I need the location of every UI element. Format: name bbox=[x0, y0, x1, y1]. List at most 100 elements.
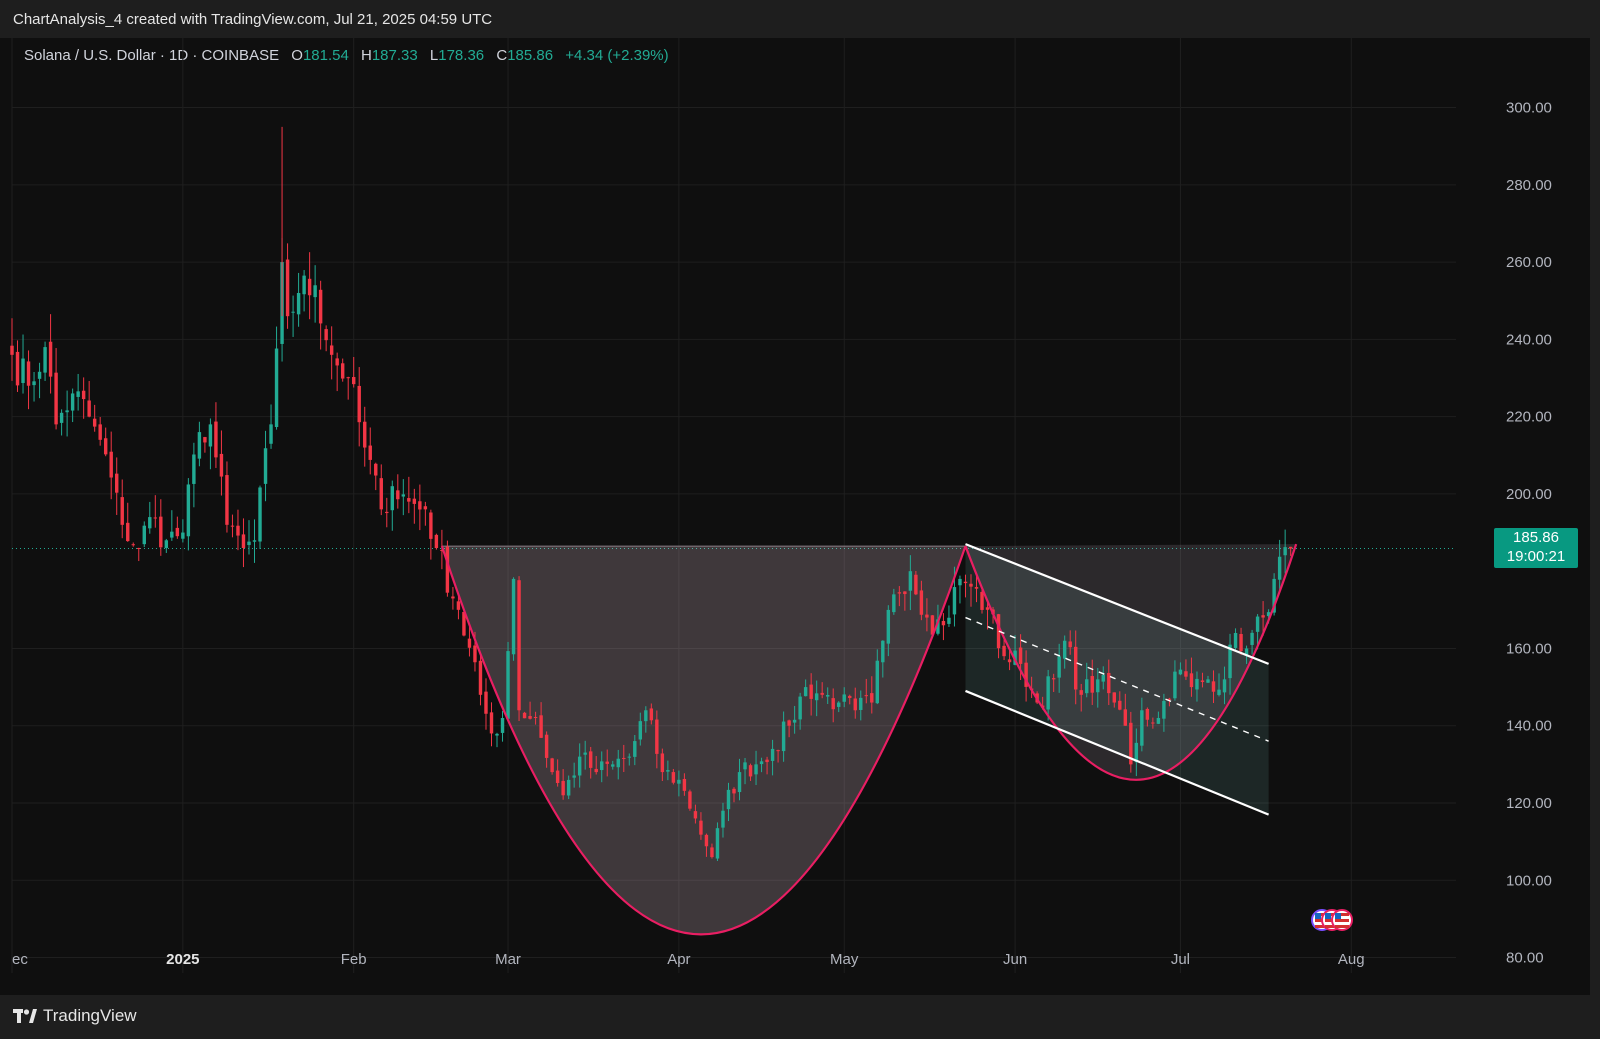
candle bbox=[787, 719, 791, 738]
candle bbox=[65, 390, 69, 437]
candle bbox=[32, 371, 36, 402]
candle bbox=[930, 615, 935, 637]
candle-body bbox=[54, 372, 58, 425]
candle-body bbox=[870, 693, 874, 703]
candle bbox=[1062, 635, 1067, 669]
candle bbox=[671, 768, 676, 785]
candle-body bbox=[985, 607, 990, 610]
candle bbox=[324, 325, 328, 352]
candle-body bbox=[710, 847, 714, 858]
candle-body bbox=[1101, 674, 1105, 682]
tradingview-brand[interactable]: TradingView bbox=[13, 1006, 137, 1026]
candle-body bbox=[65, 410, 69, 413]
candle bbox=[809, 673, 813, 716]
candle-body bbox=[842, 694, 846, 702]
right-edge bbox=[1590, 38, 1600, 995]
candle-body bbox=[192, 454, 196, 484]
event-flags[interactable] bbox=[1311, 909, 1353, 931]
candle-body bbox=[1162, 700, 1166, 719]
candle bbox=[611, 760, 615, 770]
candle bbox=[1118, 691, 1122, 711]
flag-stripe bbox=[1315, 913, 1329, 916]
candle-body bbox=[919, 590, 924, 615]
price-tick-label: 160.00 bbox=[1506, 640, 1552, 657]
candle bbox=[489, 702, 494, 747]
candle-body bbox=[925, 614, 929, 618]
candle-body bbox=[1189, 673, 1194, 688]
candle bbox=[1200, 672, 1205, 688]
candle bbox=[170, 510, 174, 541]
candle bbox=[1277, 539, 1282, 593]
candle bbox=[974, 575, 979, 603]
candle bbox=[903, 591, 907, 611]
candle bbox=[886, 605, 891, 657]
candlesticks bbox=[10, 126, 1293, 861]
candle bbox=[296, 272, 301, 327]
candle bbox=[43, 341, 47, 381]
candle-body bbox=[329, 345, 334, 355]
candle-body bbox=[511, 578, 516, 655]
candle bbox=[511, 577, 516, 661]
candle-body bbox=[374, 463, 378, 476]
candle-body bbox=[500, 718, 505, 733]
candle bbox=[732, 787, 736, 803]
candle-body bbox=[787, 720, 791, 726]
symbol-legend: Solana / U.S. Dollar · 1D · COINBASE O18… bbox=[24, 47, 669, 64]
candle bbox=[142, 521, 146, 548]
candle bbox=[54, 348, 58, 430]
candle-body bbox=[1288, 546, 1293, 549]
open-label: O bbox=[291, 47, 303, 64]
price-axis[interactable]: 300.00 280.00 260.00 240.00 220.00 200.00 160.… bbox=[1506, 100, 1552, 967]
candle bbox=[1167, 697, 1172, 707]
candle bbox=[544, 731, 549, 768]
candle bbox=[153, 495, 158, 528]
candle-body bbox=[1145, 708, 1150, 720]
candle-body bbox=[666, 770, 670, 772]
candle bbox=[274, 326, 279, 430]
candle bbox=[754, 750, 758, 786]
candle-body bbox=[825, 695, 830, 697]
candle-body bbox=[324, 329, 328, 341]
candle bbox=[688, 789, 692, 811]
candle-body bbox=[1283, 547, 1287, 556]
price-chart[interactable]: 300.00 280.00 260.00 240.00 220.00 200.00 160.… bbox=[0, 38, 1600, 995]
candle-body bbox=[407, 498, 411, 502]
candle-body bbox=[600, 761, 604, 771]
candle bbox=[258, 485, 262, 549]
candle bbox=[1162, 693, 1166, 732]
candle bbox=[848, 694, 852, 705]
candle-body bbox=[831, 698, 835, 710]
candle bbox=[594, 756, 598, 775]
candle bbox=[638, 712, 643, 746]
candle bbox=[230, 514, 235, 538]
candle bbox=[1206, 675, 1210, 683]
candle bbox=[644, 706, 648, 733]
candle bbox=[980, 588, 984, 614]
candle-body bbox=[219, 453, 224, 477]
candle-body bbox=[390, 486, 394, 511]
time-axis[interactable]: ec 2025 Feb Mar Apr May Jun Jul Aug bbox=[12, 951, 1365, 968]
candle-body bbox=[126, 522, 130, 542]
candle-body bbox=[302, 275, 306, 295]
candle bbox=[1068, 630, 1072, 655]
candle-body bbox=[759, 761, 764, 765]
candle bbox=[352, 356, 356, 388]
candle-body bbox=[715, 828, 720, 859]
candle-body bbox=[1062, 640, 1067, 659]
candle bbox=[313, 265, 317, 323]
brand-name: TradingView bbox=[43, 1006, 137, 1025]
candle bbox=[181, 519, 185, 543]
candle-body bbox=[533, 717, 538, 719]
candle-body bbox=[1018, 647, 1023, 664]
candle bbox=[622, 744, 626, 773]
candle-body bbox=[43, 347, 47, 373]
candle bbox=[98, 417, 102, 446]
candle bbox=[583, 740, 587, 770]
candle bbox=[704, 833, 709, 857]
candle bbox=[1255, 614, 1260, 650]
candle-body bbox=[1051, 678, 1056, 680]
candle-body bbox=[142, 525, 146, 545]
candle-body bbox=[660, 753, 665, 773]
candle bbox=[291, 295, 295, 337]
candle bbox=[197, 421, 202, 467]
